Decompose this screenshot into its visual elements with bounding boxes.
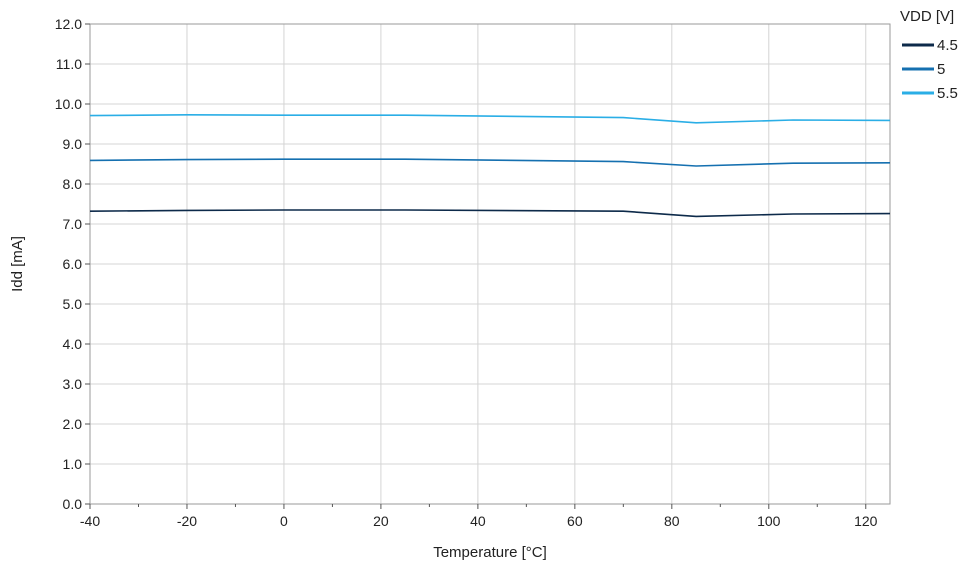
y-axis-title: Idd [mA] [9, 236, 26, 292]
y-tick-label: 12.0 [55, 16, 82, 32]
legend-label: 5.5 [937, 85, 958, 102]
y-tick-label: 8.0 [63, 176, 83, 192]
x-tick-label: 100 [757, 513, 781, 529]
y-tick-label: 1.0 [63, 456, 83, 472]
legend: 4.5 5 5.5 [902, 37, 958, 102]
x-tick-label: -40 [80, 513, 100, 529]
y-tick-label: 4.0 [63, 336, 83, 352]
legend-label: 4.5 [937, 37, 958, 54]
y-tick-label: 7.0 [63, 216, 83, 232]
x-axis: -40 -20 0 20 40 60 80 100 120 [80, 504, 878, 529]
series-line-5-5 [89, 113, 891, 124]
grid [89, 23, 890, 505]
y-tick-label: 5.0 [63, 296, 83, 312]
y-tick-label: 0.0 [63, 496, 83, 512]
x-axis-title: Temperature [°C] [433, 544, 547, 561]
x-tick-label: 80 [664, 513, 680, 529]
series-line-5 [89, 158, 891, 167]
x-tick-label: 60 [567, 513, 583, 529]
series-group [89, 113, 891, 218]
y-axis: 0.0 1.0 2.0 3.0 4.0 5.0 6.0 7.0 8.0 9.0 10.0 11.0 12… [55, 16, 90, 512]
legend-label: 5 [937, 61, 945, 78]
x-tick-label: 40 [470, 513, 486, 529]
y-tick-label: 11.0 [56, 56, 82, 72]
x-tick-label: -20 [177, 513, 197, 529]
x-tick-label: 0 [280, 513, 288, 529]
x-tick-label: 120 [854, 513, 878, 529]
y-tick-label: 10.0 [55, 96, 82, 112]
series-line-4-5 [89, 209, 891, 218]
y-tick-label: 6.0 [63, 256, 83, 272]
y-tick-label: 3.0 [63, 376, 83, 392]
y-tick-label: 9.0 [63, 136, 83, 152]
legend-title: VDD [V] [900, 8, 954, 25]
x-tick-label: 20 [373, 513, 389, 529]
y-tick-label: 2.0 [63, 416, 83, 432]
